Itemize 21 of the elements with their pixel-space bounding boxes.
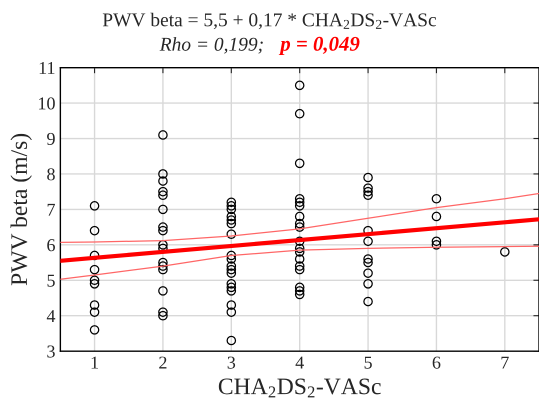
x-tick-label: 1 bbox=[92, 356, 98, 369]
chart-title: PWV beta = 5,5 + 0,17 * CHA$_{2}$DS$_{2}$-VASc bbox=[102, 12, 436, 30]
y-tick-label: 9 bbox=[47, 132, 55, 145]
y-tick-label: 7 bbox=[48, 204, 55, 216]
chart-subtitle: Rho = 0,199; bbox=[160, 37, 263, 54]
x-tick-label: 5 bbox=[364, 356, 372, 369]
y-tick-label: 6 bbox=[47, 239, 55, 252]
x-axis-title: CHA$_{2}$DS$_{2}$-VASc bbox=[218, 378, 381, 398]
y-tick-label: 11 bbox=[40, 62, 54, 74]
y-tick-label: 5 bbox=[48, 274, 55, 287]
y-axis-title: PWV beta (m/s) bbox=[10, 134, 32, 286]
x-tick-label: 7 bbox=[501, 356, 509, 369]
text: p = 0,049 bbox=[278, 36, 360, 56]
y-tick-label: 8 bbox=[47, 168, 55, 180]
y-tick-label: 4 bbox=[46, 310, 56, 322]
x-tick-label: 2 bbox=[159, 356, 166, 369]
x-tick-label: 3 bbox=[228, 356, 236, 369]
x-tick-label: 6 bbox=[432, 356, 440, 369]
y-tick-label: 10 bbox=[39, 97, 55, 110]
x-tick-label: 4 bbox=[296, 356, 304, 369]
y-tick-label: 3 bbox=[47, 345, 55, 358]
